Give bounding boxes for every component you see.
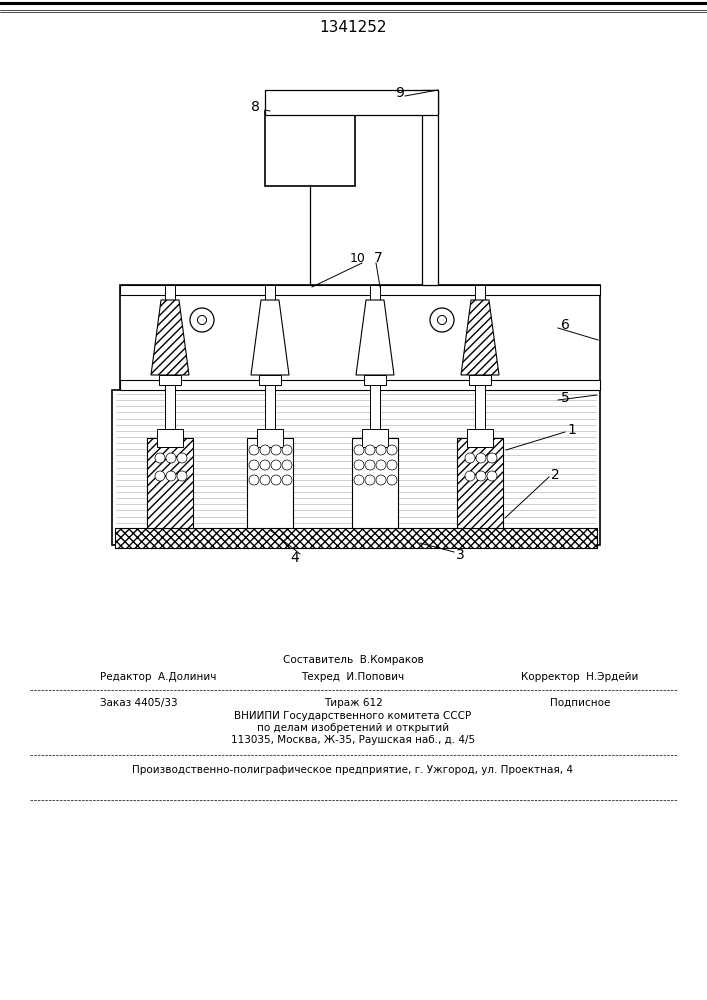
Text: Техред  И.Попович: Техред И.Попович [301, 672, 404, 682]
Bar [467, 429, 493, 447]
Polygon shape [251, 300, 289, 375]
Circle shape [354, 445, 364, 455]
Bar [362, 429, 388, 447]
Text: 1341252: 1341252 [320, 20, 387, 35]
Bar [265, 111, 355, 186]
Circle shape [354, 475, 364, 485]
Text: 8: 8 [250, 100, 259, 114]
Text: Корректор  Н.Эрдейи: Корректор Н.Эрдейи [521, 672, 638, 682]
Circle shape [365, 460, 375, 470]
Bar [120, 285, 600, 295]
Circle shape [260, 475, 270, 485]
Bar [247, 438, 293, 528]
Text: ВНИИПИ Государственного комитета СССР: ВНИИПИ Государственного комитета СССР [235, 711, 472, 721]
Bar [457, 438, 503, 528]
Circle shape [376, 460, 386, 470]
Circle shape [387, 445, 397, 455]
Bar [120, 380, 600, 390]
Circle shape [465, 471, 475, 481]
Circle shape [365, 475, 375, 485]
Text: 10: 10 [350, 251, 366, 264]
Circle shape [387, 460, 397, 470]
Bar [469, 375, 491, 385]
Bar [259, 375, 281, 385]
Circle shape [249, 475, 259, 485]
Bar [352, 438, 398, 528]
Circle shape [271, 460, 281, 470]
Text: Тираж 612: Тираж 612 [324, 698, 382, 708]
Circle shape [197, 315, 206, 325]
Text: 1: 1 [568, 423, 576, 437]
Circle shape [155, 453, 165, 463]
Bar [157, 429, 183, 447]
Circle shape [465, 453, 475, 463]
Circle shape [476, 453, 486, 463]
Text: 113035, Москва, Ж-35, Раушская наб., д. 4/5: 113035, Москва, Ж-35, Раушская наб., д. … [231, 735, 475, 745]
Text: Составитель  В.Комраков: Составитель В.Комраков [283, 655, 423, 665]
Bar [265, 285, 275, 528]
Bar [147, 438, 193, 528]
Bar [165, 285, 175, 528]
Bar [115, 528, 597, 548]
Polygon shape [356, 300, 394, 375]
Circle shape [376, 445, 386, 455]
Text: Подписное: Подписное [550, 698, 610, 708]
Circle shape [487, 471, 497, 481]
Circle shape [271, 475, 281, 485]
Polygon shape [151, 300, 189, 375]
Circle shape [438, 315, 447, 325]
Circle shape [365, 445, 375, 455]
Circle shape [260, 445, 270, 455]
Circle shape [282, 475, 292, 485]
Circle shape [177, 453, 187, 463]
Circle shape [282, 445, 292, 455]
Circle shape [487, 453, 497, 463]
Bar [257, 429, 283, 447]
Bar [422, 90, 438, 285]
Bar [159, 375, 181, 385]
Text: 2: 2 [551, 468, 559, 482]
Circle shape [387, 475, 397, 485]
Circle shape [155, 471, 165, 481]
Circle shape [476, 471, 486, 481]
Circle shape [190, 308, 214, 332]
Text: Заказ 4405/33: Заказ 4405/33 [100, 698, 177, 708]
Text: 5: 5 [561, 391, 569, 405]
Bar [370, 285, 380, 528]
Bar [265, 90, 438, 115]
Circle shape [430, 308, 454, 332]
Text: Редактор  А.Долинич: Редактор А.Долинич [100, 672, 216, 682]
Circle shape [271, 445, 281, 455]
Text: Производственно-полиграфическое предприятие, г. Ужгород, ул. Проектная, 4: Производственно-полиграфическое предприя… [132, 765, 573, 775]
Text: 9: 9 [395, 86, 404, 100]
Circle shape [249, 445, 259, 455]
Bar [364, 375, 386, 385]
Circle shape [282, 460, 292, 470]
Circle shape [166, 453, 176, 463]
Text: 4: 4 [291, 551, 299, 565]
Bar [112, 390, 600, 545]
Polygon shape [461, 300, 499, 375]
Bar [120, 285, 600, 390]
Circle shape [354, 460, 364, 470]
Circle shape [249, 460, 259, 470]
Text: 3: 3 [455, 548, 464, 562]
Bar [475, 285, 485, 528]
Text: 6: 6 [561, 318, 569, 332]
Circle shape [376, 475, 386, 485]
Circle shape [177, 471, 187, 481]
Circle shape [260, 460, 270, 470]
Text: 7: 7 [373, 251, 382, 265]
Circle shape [166, 471, 176, 481]
Text: по делам изобретений и открытий: по делам изобретений и открытий [257, 723, 449, 733]
